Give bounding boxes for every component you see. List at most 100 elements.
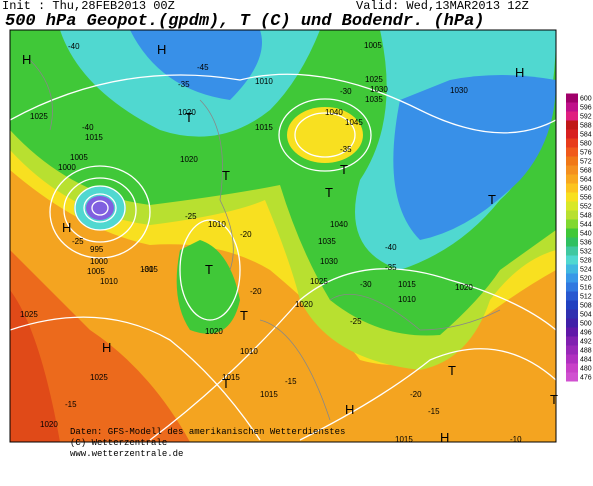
pressure-center-label: H: [157, 42, 166, 57]
colorbar-label: 584: [580, 132, 592, 139]
colorbar-swatch: [566, 111, 578, 121]
contour-label: -10: [510, 435, 522, 444]
colorbar-swatch: [566, 309, 578, 319]
colorbar-swatch: [566, 273, 578, 283]
colorbar-swatch: [566, 246, 578, 256]
footer-line: (C) Wetterzentrale: [70, 438, 167, 448]
colorbar-swatch: [566, 210, 578, 220]
contour-label: 1015: [222, 373, 240, 382]
pressure-center-label: H: [440, 430, 449, 445]
pressure-center-label: T: [340, 162, 348, 177]
colorbar-label: 516: [580, 285, 592, 292]
contour-label: 1025: [365, 75, 383, 84]
colorbar-label: 592: [580, 114, 592, 121]
pressure-center-label: T: [488, 192, 496, 207]
contour-label: 1010: [398, 295, 416, 304]
contour-label: 1015: [255, 123, 273, 132]
contour-label: 1015: [140, 265, 158, 274]
colorbar-swatch: [566, 102, 578, 112]
colorbar-swatch: [566, 138, 578, 148]
colorbar-swatch: [566, 93, 578, 103]
colorbar-label: 480: [580, 366, 592, 373]
contour-label: 1015: [398, 280, 416, 289]
contour-label: 1005: [364, 41, 382, 50]
colorbar-swatch: [566, 156, 578, 166]
colorbar-label: 588: [580, 123, 592, 130]
init-time: Init : Thu,28FEB2013 00Z: [2, 0, 175, 13]
contour-label: 1010: [240, 347, 258, 356]
colorbar-swatch: [566, 120, 578, 130]
colorbar-swatch: [566, 345, 578, 355]
contour-label: 1020: [178, 108, 196, 117]
contour-label: 1020: [205, 327, 223, 336]
colorbar-label: 556: [580, 195, 592, 202]
pressure-center-label: H: [102, 340, 111, 355]
contour-label: 1040: [330, 220, 348, 229]
colorbar-swatch: [566, 165, 578, 175]
pressure-center-label: T: [448, 363, 456, 378]
colorbar-swatch: [566, 282, 578, 292]
contour-label: -35: [385, 263, 397, 272]
colorbar-swatch: [566, 255, 578, 265]
contour-label: 1005: [87, 267, 105, 276]
contour-label: 995: [90, 245, 104, 254]
colorbar-swatch: [566, 300, 578, 310]
contour-label: -40: [82, 123, 94, 132]
contour-label: -25: [350, 317, 362, 326]
contour-label: -25: [185, 212, 197, 221]
pressure-center-label: H: [515, 65, 524, 80]
map-field: [10, 30, 556, 442]
contour-label: 1005: [70, 153, 88, 162]
pressure-center-label: T: [240, 308, 248, 323]
colorbar-swatch: [566, 192, 578, 202]
pressure-center-label: T: [550, 392, 558, 407]
colorbar-swatch: [566, 327, 578, 337]
contour-label: -30: [340, 87, 352, 96]
colorbar-swatch: [566, 336, 578, 346]
contour-label: -20: [240, 230, 252, 239]
contour-label: 1035: [318, 237, 336, 246]
pressure-center-label: H: [22, 52, 31, 67]
contour-label: 1025: [310, 277, 328, 286]
colorbar-label: 564: [580, 177, 592, 184]
contour-label: 1010: [208, 220, 226, 229]
contour-label: -30: [142, 265, 154, 274]
contour-label: 1025: [90, 373, 108, 382]
contour-label: 1020: [455, 283, 473, 292]
colorbar-swatch: [566, 291, 578, 301]
pressure-center-label: T: [185, 110, 193, 125]
colorbar-label: 476: [580, 375, 592, 382]
contour-label: -20: [410, 390, 422, 399]
pressure-center-label: T: [325, 185, 333, 200]
colorbar-label: 600: [580, 96, 592, 103]
colorbar-label: 532: [580, 249, 592, 256]
colorbar-swatch: [566, 372, 578, 382]
valid-time: Valid: Wed,13MAR2013 12Z: [356, 0, 529, 13]
colorbar-label: 484: [580, 357, 592, 364]
contour-label: 1015: [395, 435, 413, 444]
colorbar-swatch: [566, 228, 578, 238]
contour-label: 1000: [58, 163, 76, 172]
colorbar-label: 568: [580, 168, 592, 175]
colorbar-label: 488: [580, 348, 592, 355]
colorbar-label: 540: [580, 231, 592, 238]
colorbar-label: 508: [580, 303, 592, 310]
colorbar-swatch: [566, 354, 578, 364]
contour-label: 1030: [370, 85, 388, 94]
pressure-center-label: T: [205, 262, 213, 277]
colorbar-swatch: [566, 183, 578, 193]
contour-label: 1030: [450, 86, 468, 95]
colorbar-label: 572: [580, 159, 592, 166]
colorbar-label: 512: [580, 294, 592, 301]
contour-label: -35: [340, 145, 352, 154]
colorbar-label: 520: [580, 276, 592, 283]
contour-label: -45: [197, 63, 209, 72]
contour-label: -15: [65, 400, 77, 409]
map-frame: [9, 29, 557, 443]
contour-label: -40: [68, 42, 80, 51]
map-title: 500 hPa Geopot.(gpdm), T (C) und Bodendr…: [5, 12, 484, 31]
contour-label: 1015: [260, 390, 278, 399]
contour-label: 1010: [255, 77, 273, 86]
contour-label: 1020: [40, 420, 58, 429]
